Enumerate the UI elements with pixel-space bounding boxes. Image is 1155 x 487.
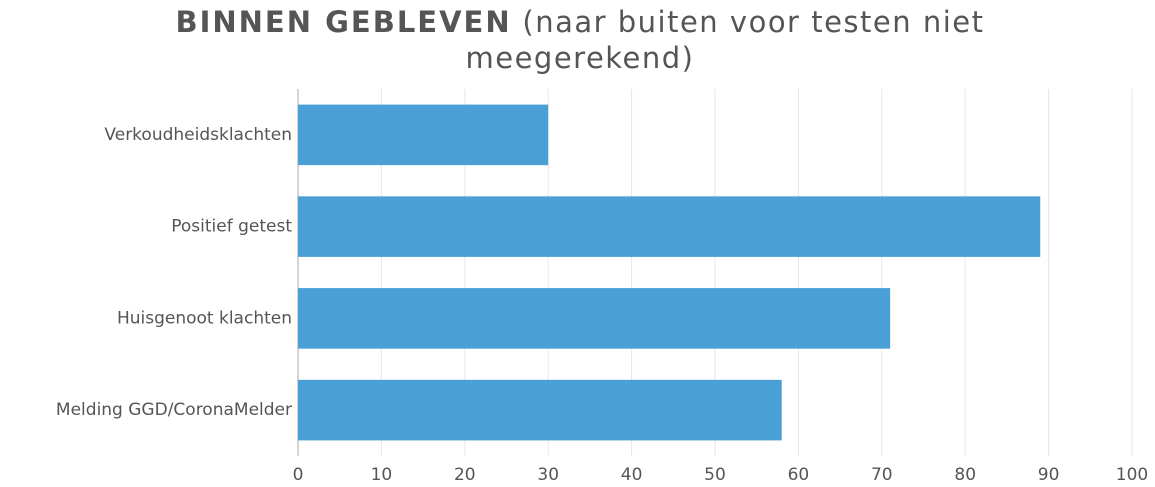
x-tick-label: 80 <box>954 465 976 485</box>
x-tick-label: 100 <box>1116 465 1148 485</box>
chart-title: BINNEN GEBLEVEN (naar buiten voor testen… <box>150 4 1010 76</box>
y-tick-label: Melding GGD/CoronaMelder <box>56 400 292 420</box>
x-tick-label: 30 <box>537 465 559 485</box>
x-tick-label: 70 <box>871 465 893 485</box>
bar <box>298 196 1041 257</box>
x-tick-label: 40 <box>621 465 643 485</box>
x-tick-label: 60 <box>788 465 810 485</box>
title-rest: (naar buiten voor testen niet meegereken… <box>465 5 985 75</box>
x-tick-label: 20 <box>454 465 476 485</box>
bar <box>298 288 891 349</box>
x-tick-label: 10 <box>371 465 393 485</box>
x-tick-label: 50 <box>704 465 726 485</box>
y-tick-label: Positief getest <box>171 217 292 237</box>
y-tick-label: Huisgenoot klachten <box>117 308 292 328</box>
bar <box>298 104 549 166</box>
title-bold: BINNEN GEBLEVEN <box>175 5 512 39</box>
x-tick-label: 90 <box>1038 465 1060 485</box>
x-tick-label: 0 <box>293 465 304 485</box>
bar <box>298 379 782 441</box>
y-tick-label: Verkoudheidsklachten <box>104 125 292 145</box>
